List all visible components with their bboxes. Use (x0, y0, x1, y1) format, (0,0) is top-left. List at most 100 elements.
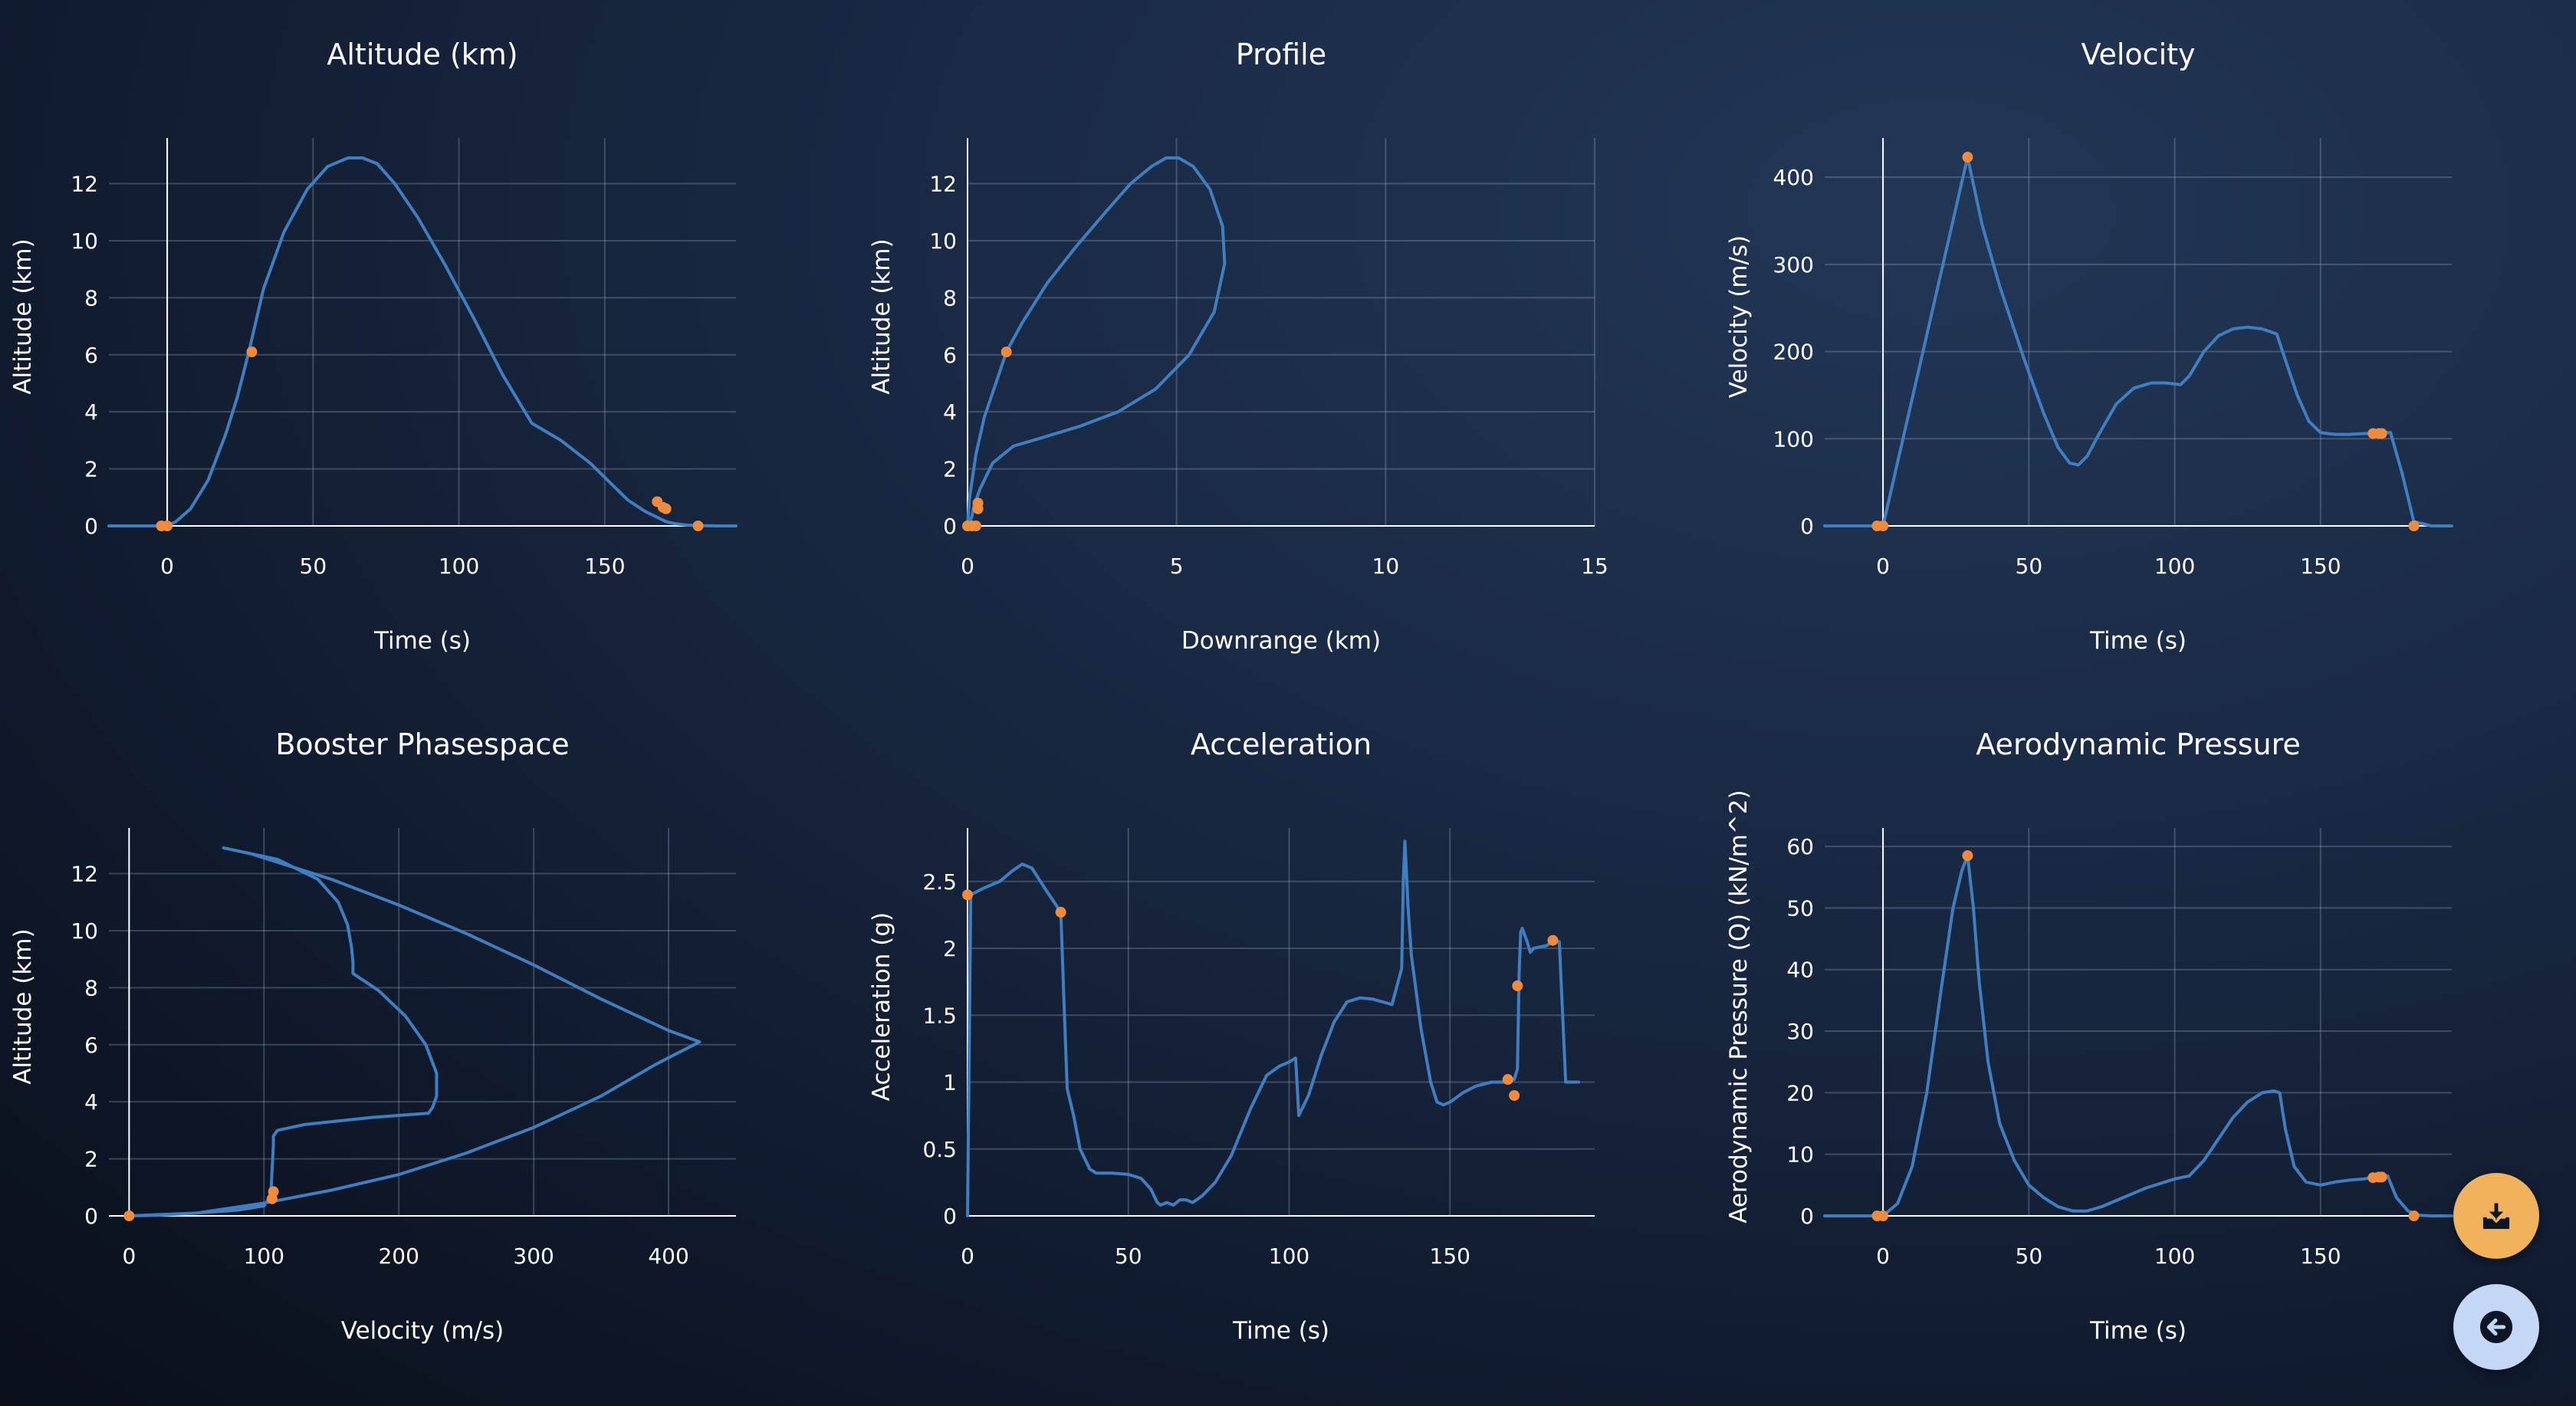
chart-0: Altitude (km) 0 50 100 150 0 2 4 6 8 10 12 Time (s) A… (9, 38, 738, 655)
event-point[interactable] (1878, 1211, 1889, 1221)
y-axis-label: Aerodynamic Pressure (Q) (kN/m^2) (1725, 790, 1753, 1223)
event-point[interactable] (1512, 980, 1523, 991)
y-tick-label: 4 (84, 1089, 98, 1115)
x-tick-label: 150 (2300, 554, 2341, 579)
x-axis-label: Velocity (m/s) (341, 1317, 504, 1345)
chart-title: Velocity (2081, 38, 2195, 71)
x-tick-label: 300 (513, 1243, 554, 1269)
event-point[interactable] (1001, 347, 1012, 358)
chart-1: Profile 0 5 10 15 0 2 4 6 8 10 12 Downrange (km) Alti… (868, 38, 1608, 655)
event-point[interactable] (2376, 428, 2387, 439)
y-tick-label: 8 (84, 975, 98, 1000)
x-tick-label: 50 (2016, 1243, 2043, 1269)
arrow-left-icon (2479, 1310, 2513, 1344)
chart-title: Aerodynamic Pressure (1976, 728, 2301, 761)
y-axis-label: Altitude (km) (9, 928, 37, 1084)
event-point[interactable] (1509, 1089, 1520, 1101)
x-tick-label: 150 (1430, 1243, 1470, 1269)
y-tick-label: 1.5 (922, 1003, 957, 1028)
y-tick-label: 6 (84, 343, 98, 368)
chart-title: Altitude (km) (327, 38, 518, 71)
x-tick-label: 50 (300, 554, 327, 579)
x-tick-label: 100 (439, 554, 479, 579)
series-line (107, 156, 738, 527)
x-tick-label: 0 (961, 1243, 974, 1269)
series-line (966, 839, 1580, 1217)
x-tick-label: 0 (1876, 1243, 1890, 1269)
event-point[interactable] (970, 521, 981, 531)
download-button[interactable] (2453, 1173, 2539, 1259)
event-point[interactable] (1878, 521, 1889, 531)
x-axis-label: Time (s) (1232, 1317, 1329, 1345)
event-point[interactable] (660, 503, 672, 514)
x-tick-label: 100 (1269, 1243, 1309, 1269)
y-tick-label: 8 (943, 285, 957, 310)
y-tick-label: 100 (1773, 426, 1814, 452)
event-point[interactable] (972, 498, 984, 509)
x-tick-label: 100 (2154, 554, 2195, 579)
y-tick-label: 0 (1800, 1204, 1814, 1229)
event-point[interactable] (2408, 1211, 2420, 1221)
x-tick-label: 10 (1372, 554, 1400, 579)
event-point[interactable] (1502, 1074, 1513, 1086)
chart-title: Acceleration (1191, 728, 1372, 761)
y-tick-label: 10 (1786, 1142, 1814, 1168)
x-axis-label: Time (s) (373, 627, 471, 655)
back-button[interactable] (2453, 1284, 2539, 1370)
x-axis-label: Time (s) (2089, 1317, 2187, 1345)
y-tick-label: 200 (1773, 340, 1814, 365)
series-line (1823, 854, 2453, 1217)
series-line (127, 846, 702, 1217)
y-tick-label: 6 (943, 343, 957, 368)
chart-4: Acceleration 0 50 100 150 0 0.5 1 1.5 2 2.5 Time (s… (868, 728, 1595, 1345)
event-point[interactable] (1962, 152, 1973, 163)
chart-3: Booster Phasespace 0 100 200 300 400 0 2 4 6 8 10 12… (9, 728, 736, 1345)
y-tick-label: 2 (84, 457, 98, 482)
event-point[interactable] (2408, 521, 2420, 531)
y-tick-label: 12 (71, 862, 98, 887)
chart-5: Aerodynamic Pressure 0 50 100 150 0 10 20 30 40 50… (1725, 728, 2453, 1345)
y-tick-label: 0 (943, 1204, 957, 1229)
y-tick-label: 40 (1786, 958, 1814, 983)
x-tick-label: 100 (2154, 1243, 2195, 1269)
y-axis-label: Altitude (km) (9, 238, 37, 394)
chart-title: Booster Phasespace (275, 728, 569, 761)
event-point[interactable] (1962, 850, 1973, 862)
y-tick-label: 0 (84, 1204, 98, 1229)
event-point[interactable] (1055, 906, 1066, 918)
event-point[interactable] (162, 521, 173, 531)
series-line (1823, 156, 2453, 527)
event-point[interactable] (692, 521, 704, 531)
x-tick-label: 0 (160, 554, 174, 579)
y-tick-label: 1 (943, 1070, 957, 1096)
x-tick-label: 200 (378, 1243, 419, 1269)
y-tick-label: 0 (1800, 514, 1814, 539)
x-tick-label: 150 (584, 554, 625, 579)
event-point[interactable] (246, 347, 258, 358)
chart-2: Velocity 0 50 100 150 0 100 200 300 400 Time (s) Ve… (1725, 38, 2453, 655)
y-tick-label: 2 (943, 457, 957, 482)
x-tick-label: 150 (2300, 1243, 2341, 1269)
y-tick-label: 12 (929, 172, 957, 197)
y-tick-label: 2 (943, 936, 957, 961)
event-point[interactable] (962, 889, 973, 901)
x-tick-label: 100 (244, 1243, 284, 1269)
y-axis-label: Altitude (km) (868, 238, 895, 394)
y-tick-label: 6 (84, 1033, 98, 1058)
y-tick-label: 10 (71, 918, 98, 944)
y-tick-label: 2.5 (922, 869, 957, 895)
y-tick-label: 0 (943, 514, 957, 539)
y-tick-label: 0.5 (922, 1137, 957, 1162)
y-tick-label: 30 (1786, 1019, 1814, 1044)
event-point[interactable] (1547, 935, 1559, 946)
x-tick-label: 0 (1876, 554, 1890, 579)
y-tick-label: 4 (84, 399, 98, 425)
y-tick-label: 60 (1786, 834, 1814, 859)
x-tick-label: 50 (2016, 554, 2043, 579)
event-point[interactable] (2376, 1171, 2387, 1183)
x-tick-label: 50 (1115, 1243, 1142, 1269)
event-point[interactable] (123, 1211, 135, 1221)
event-point[interactable] (268, 1186, 279, 1197)
x-tick-label: 15 (1581, 554, 1608, 579)
y-tick-label: 12 (71, 172, 98, 197)
